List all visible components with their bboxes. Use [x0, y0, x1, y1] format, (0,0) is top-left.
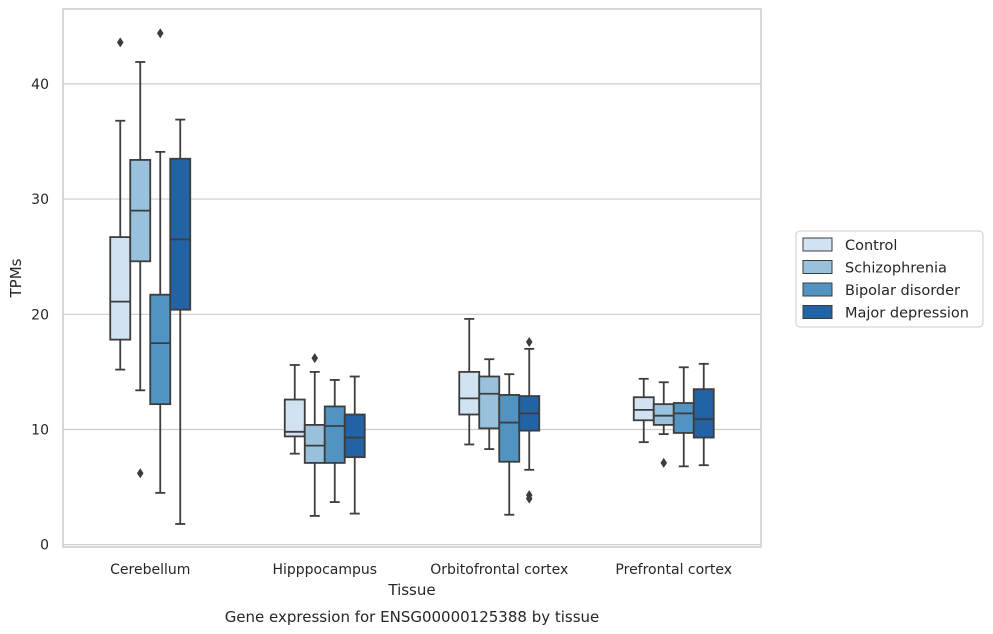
outlier-point [525, 336, 533, 347]
box-control [632, 377, 655, 444]
x-tick-label: Prefrontal cortex [615, 562, 732, 578]
box-major-depression [343, 375, 366, 515]
legend-swatch [802, 305, 833, 319]
box-major-depression [169, 118, 192, 525]
iqr-box [303, 423, 326, 464]
iqr-box [672, 402, 695, 434]
iqr-box [478, 375, 501, 430]
legend-label: Control [845, 238, 897, 254]
legend: Control Schizophrenia Bipolar disorder Majo… [795, 230, 984, 328]
outlier-point [525, 493, 533, 504]
iqr-box [149, 293, 172, 406]
outlier-point [156, 28, 164, 39]
iqr-box [109, 236, 132, 341]
y-tick-label: 20 [31, 307, 49, 323]
outlier-point [311, 353, 319, 364]
iqr-box [498, 394, 521, 463]
y-tick-label: 30 [31, 192, 49, 208]
legend-label: Bipolar disorder [845, 283, 960, 299]
box-schizophrenia [303, 353, 326, 517]
iqr-box [632, 396, 655, 422]
iqr-box [652, 403, 675, 426]
legend-swatch [802, 237, 833, 252]
x-tick-label: Orbitofrontal cortex [430, 562, 568, 578]
iqr-box [169, 157, 192, 311]
box-major-depression [518, 336, 541, 504]
legend-frame [795, 230, 984, 328]
legend-swatch [802, 260, 833, 274]
box-bipolar-disorder [323, 379, 346, 503]
legend-label: Major depression [845, 306, 969, 322]
plot-area [62, 8, 762, 548]
chart-title: Gene expression for ENSG00000125388 by t… [225, 608, 600, 626]
iqr-box [692, 388, 715, 439]
y-axis-label: TPMs [7, 258, 25, 298]
iqr-box [343, 413, 366, 459]
boxes [109, 28, 715, 525]
box-bipolar-disorder [149, 28, 172, 494]
box-control [283, 364, 306, 455]
x-tick-label: Cerebellum [110, 562, 190, 578]
iqr-box [283, 398, 306, 438]
y-tick-label: 10 [31, 422, 49, 438]
outlier-point [116, 37, 124, 48]
legend-swatch [802, 282, 833, 297]
legend-label: Schizophrenia [845, 261, 947, 277]
x-axis-label: Tissue [387, 581, 435, 599]
box-schizophrenia [129, 61, 152, 479]
outlier-point [136, 468, 144, 479]
iqr-box [458, 370, 481, 416]
x-tick-label: Hipppocampus [272, 562, 377, 578]
box-control [109, 37, 132, 371]
x-ticks: Cerebellum Hipppocampus Orbitofrontal cort… [110, 562, 732, 578]
outlier-point [660, 457, 668, 468]
y-tick-label: 40 [31, 77, 49, 93]
y-ticks: 0 10 20 30 40 [31, 77, 49, 554]
y-tick-label: 0 [40, 538, 49, 554]
box-major-depression [692, 362, 715, 467]
iqr-box [323, 405, 346, 464]
